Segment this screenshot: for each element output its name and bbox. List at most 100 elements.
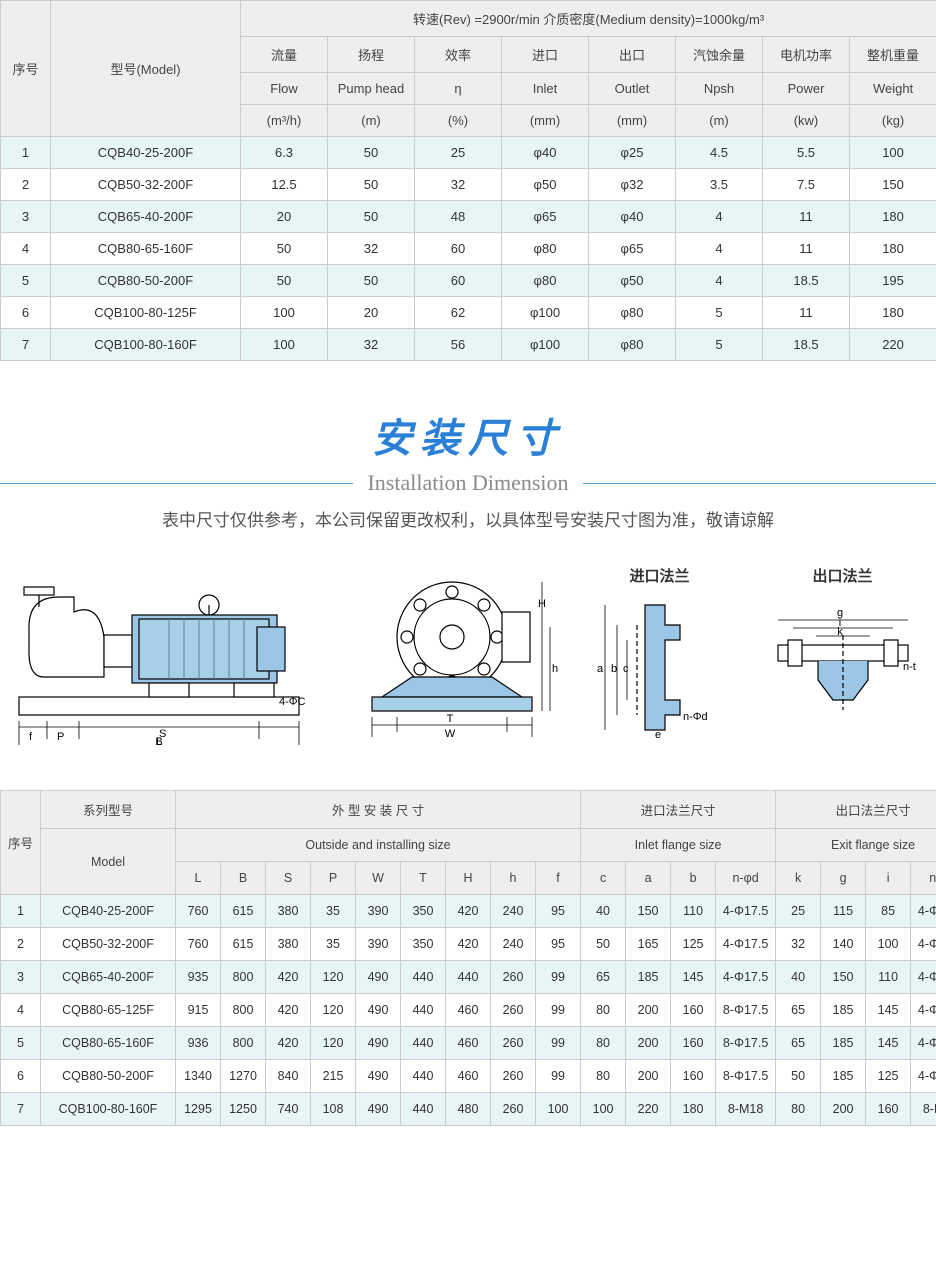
cell-S: 420: [266, 994, 311, 1027]
table-row: 2CQB50-32-200F76061538035390350420240955…: [1, 928, 936, 961]
col-L: L: [176, 862, 221, 895]
cell-c: 80: [581, 1060, 626, 1093]
table-row: 3CQB65-40-200F93580042012049044044026099…: [1, 961, 936, 994]
outlet-flange-diagram: 出口法兰 g i k n-t: [758, 565, 928, 743]
cell-B: 615: [221, 928, 266, 961]
table-row: 5CQB80-65-160F93680042012049044046026099…: [1, 1027, 936, 1060]
svg-text:c: c: [623, 663, 629, 675]
cell-P: 120: [311, 1027, 356, 1060]
cell-W: 490: [356, 1060, 401, 1093]
cell-b: 180: [671, 1093, 716, 1126]
cell-H: 460: [446, 1060, 491, 1093]
cell-out: φ50: [589, 265, 676, 297]
svg-text:n-Φd: n-Φd: [683, 711, 708, 723]
cell-npt: 8-M18: [911, 1093, 936, 1126]
cell-flow: 50: [241, 265, 328, 297]
col-out-unit: (mm): [589, 105, 676, 137]
cell-weight: 195: [850, 265, 936, 297]
cell-flow: 100: [241, 329, 328, 361]
cell-W: 490: [356, 1093, 401, 1126]
cell-npt: 4-Φ17.5: [911, 961, 936, 994]
cell-g: 200: [821, 1093, 866, 1126]
cell-seq: 7: [1, 1093, 41, 1126]
cell-T: 350: [401, 895, 446, 928]
cell-seq: 6: [1, 297, 51, 329]
col-k: k: [776, 862, 821, 895]
col-T: T: [401, 862, 446, 895]
cell-k: 32: [776, 928, 821, 961]
cell-P: 35: [311, 895, 356, 928]
cell-W: 490: [356, 1027, 401, 1060]
cell-seq: 3: [1, 961, 41, 994]
svg-text:f: f: [29, 731, 33, 743]
col-W: W: [356, 862, 401, 895]
pump-front-diagram: W T H h: [342, 557, 562, 750]
section-heading: 安装尺寸 Installation Dimension 表中尺寸仅供参考，本公司…: [0, 406, 936, 531]
cell-seq: 5: [1, 265, 51, 297]
cell-c: 40: [581, 895, 626, 928]
cell-f: 99: [536, 994, 581, 1027]
cell-out: φ65: [589, 233, 676, 265]
cell-npsh: 3.5: [676, 169, 763, 201]
cell-npsh: 4: [676, 233, 763, 265]
col-weight-unit: (kg): [850, 105, 936, 137]
cell-H: 480: [446, 1093, 491, 1126]
cell-model: CQB80-65-160F: [41, 1027, 176, 1060]
cell-a: 220: [626, 1093, 671, 1126]
cell-weight: 180: [850, 233, 936, 265]
cell-seq: 1: [1, 137, 51, 169]
cell-L: 935: [176, 961, 221, 994]
cell-npsh: 5: [676, 329, 763, 361]
cell-seq: 2: [1, 169, 51, 201]
cell-L: 1340: [176, 1060, 221, 1093]
cell-W: 390: [356, 895, 401, 928]
cell-model: CQB100-80-160F: [41, 1093, 176, 1126]
col-npd: n-φd: [716, 862, 776, 895]
cell-h: 260: [491, 994, 536, 1027]
cell-L: 915: [176, 994, 221, 1027]
cell-c: 100: [581, 1093, 626, 1126]
cell-b: 125: [671, 928, 716, 961]
cell-S: 420: [266, 1027, 311, 1060]
col-P: P: [311, 862, 356, 895]
col-b: b: [671, 862, 716, 895]
inlet-flange-label: 进口法兰: [585, 565, 735, 586]
cell-weight: 150: [850, 169, 936, 201]
cell-npsh: 4: [676, 265, 763, 297]
cell-seq: 7: [1, 329, 51, 361]
pump-side-diagram: f P S B 4-ΦC L: [9, 557, 319, 750]
table-row: 7CQB100-80-160F1295125074010849044048026…: [1, 1093, 936, 1126]
cell-power: 18.5: [763, 329, 850, 361]
col-npt: n-φt: [911, 862, 936, 895]
cell-power: 11: [763, 201, 850, 233]
cell-b: 160: [671, 1027, 716, 1060]
col-model: 型号(Model): [51, 1, 241, 137]
cell-model: CQB80-50-200F: [41, 1060, 176, 1093]
cell-T: 440: [401, 1027, 446, 1060]
cell-head: 32: [328, 233, 415, 265]
cell-npd: 8-M18: [716, 1093, 776, 1126]
col-head-unit: (m): [328, 105, 415, 137]
cell-npd: 8-Φ17.5: [716, 994, 776, 1027]
cell-T: 440: [401, 1093, 446, 1126]
cell-h: 260: [491, 1060, 536, 1093]
dimension-table: 序号 系列型号 外 型 安 装 尺 寸 进口法兰尺寸 出口法兰尺寸 Model …: [0, 790, 936, 1126]
cell-W: 490: [356, 961, 401, 994]
svg-text:k: k: [837, 626, 843, 638]
table-row: 6CQB80-50-200F13401270840215490440460260…: [1, 1060, 936, 1093]
cell-L: 760: [176, 895, 221, 928]
col-model-cn: 系列型号: [41, 791, 176, 829]
cell-weight: 100: [850, 137, 936, 169]
cell-f: 99: [536, 1060, 581, 1093]
divider-line: [0, 483, 353, 484]
cell-in: φ80: [502, 265, 589, 297]
cell-head: 50: [328, 201, 415, 233]
table-row: 3CQB65-40-200F205048φ65φ40411180: [1, 201, 936, 233]
cell-npt: 4-Φ17.5: [911, 928, 936, 961]
cell-b: 160: [671, 994, 716, 1027]
col-npsh-unit: (m): [676, 105, 763, 137]
cell-L: 1295: [176, 1093, 221, 1126]
outlet-flange-label: 出口法兰: [758, 565, 928, 586]
cell-flow: 12.5: [241, 169, 328, 201]
cell-P: 215: [311, 1060, 356, 1093]
